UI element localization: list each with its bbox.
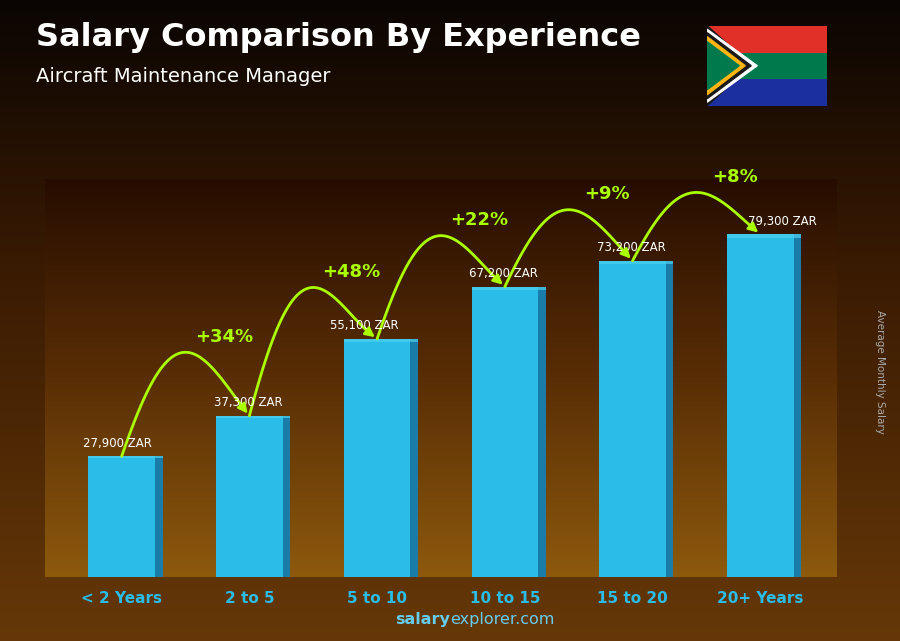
Text: +22%: +22% (450, 211, 508, 229)
Bar (599, 261, 673, 265)
Bar (472, 287, 545, 290)
Text: +8%: +8% (712, 168, 758, 186)
Polygon shape (707, 42, 739, 90)
Bar (538, 287, 545, 577)
Bar (216, 416, 283, 577)
Bar (88, 456, 155, 577)
Bar (155, 456, 163, 577)
Bar (410, 339, 418, 577)
Text: 37,300 ZAR: 37,300 ZAR (213, 396, 283, 410)
Text: 73,200 ZAR: 73,200 ZAR (597, 241, 666, 254)
Bar (707, 65, 827, 106)
Text: 27,900 ZAR: 27,900 ZAR (84, 437, 152, 450)
Text: 55,100 ZAR: 55,100 ZAR (330, 319, 399, 333)
Text: +48%: +48% (322, 263, 381, 281)
Bar (88, 456, 163, 458)
Text: Salary Comparison By Experience: Salary Comparison By Experience (36, 22, 641, 53)
Text: Average Monthly Salary: Average Monthly Salary (875, 310, 886, 434)
Polygon shape (707, 26, 751, 106)
Bar (794, 235, 801, 577)
Bar (727, 235, 801, 238)
Polygon shape (707, 37, 745, 95)
Bar (344, 339, 410, 577)
Text: salary: salary (395, 612, 450, 627)
Bar (283, 416, 291, 577)
Text: +9%: +9% (584, 185, 630, 203)
Polygon shape (707, 29, 757, 102)
Bar (707, 26, 827, 65)
Bar (216, 416, 291, 418)
Text: 67,200 ZAR: 67,200 ZAR (469, 267, 538, 280)
Bar (707, 53, 827, 79)
Bar (599, 261, 666, 577)
Bar (344, 339, 418, 342)
Text: +34%: +34% (194, 328, 253, 345)
Text: explorer.com: explorer.com (450, 612, 554, 627)
Bar (727, 235, 794, 577)
Bar (666, 261, 673, 577)
Text: Aircraft Maintenance Manager: Aircraft Maintenance Manager (36, 67, 330, 87)
Text: 79,300 ZAR: 79,300 ZAR (748, 215, 816, 228)
Bar (472, 287, 538, 577)
Polygon shape (707, 33, 751, 99)
